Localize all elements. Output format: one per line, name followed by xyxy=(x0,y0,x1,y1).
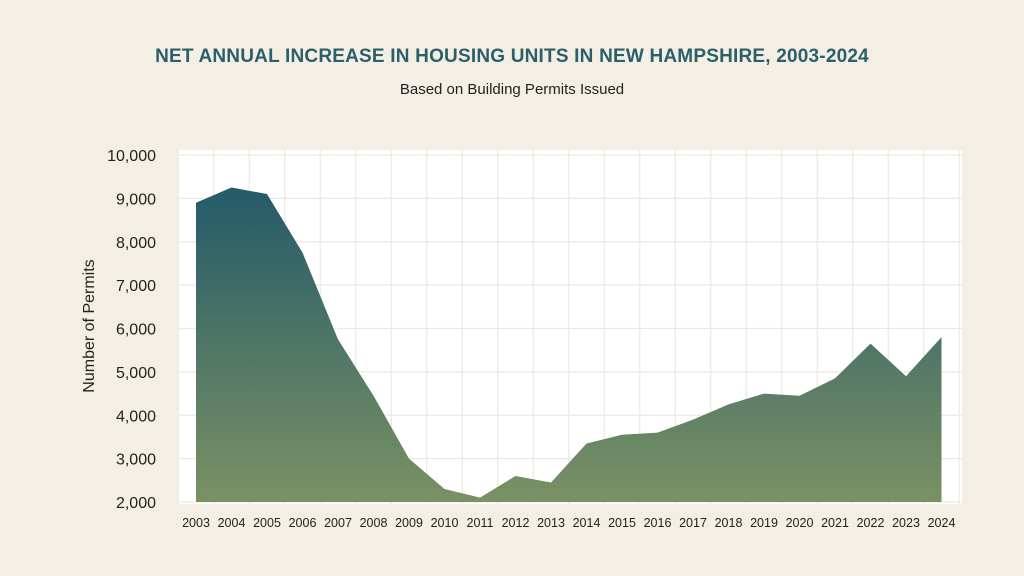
x-tick-label: 2020 xyxy=(786,516,814,530)
x-axis-ticks: 2003 2004 2005 2006 2007 2008 2009 2010 2011 2012… xyxy=(182,516,955,530)
x-tick-label: 2009 xyxy=(395,516,423,530)
y-tick-label: 3,000 xyxy=(116,452,156,469)
x-tick-label: 2006 xyxy=(289,516,317,530)
x-tick-label: 2005 xyxy=(253,516,281,530)
y-tick-label: 5,000 xyxy=(116,365,156,382)
x-tick-label: 2022 xyxy=(857,516,885,530)
y-axis-ticks: 2,000 3,000 4,000 5,000 6,000 7,000 8,000 9,000… xyxy=(107,148,156,512)
x-tick-label: 2017 xyxy=(679,516,707,530)
x-tick-label: 2023 xyxy=(892,516,920,530)
x-tick-label: 2016 xyxy=(644,516,672,530)
x-tick-label: 2003 xyxy=(182,516,210,530)
x-tick-label: 2008 xyxy=(360,516,388,530)
x-tick-label: 2014 xyxy=(573,516,601,530)
x-tick-label: 2013 xyxy=(537,516,565,530)
y-tick-label: 6,000 xyxy=(116,322,156,339)
y-tick-label: 9,000 xyxy=(116,191,156,208)
chart-subtitle: Based on Building Permits Issued xyxy=(399,81,625,98)
x-tick-label: 2024 xyxy=(928,516,956,530)
y-tick-label: 2,000 xyxy=(116,495,156,512)
x-tick-label: 2004 xyxy=(218,516,246,530)
y-axis-label: Number of Permits xyxy=(81,259,98,392)
chart-title: NET ANNUAL INCREASE IN HOUSING UNITS IN … xyxy=(155,46,869,67)
area-series xyxy=(196,187,942,502)
x-tick-label: 2015 xyxy=(608,516,636,530)
x-tick-label: 2012 xyxy=(502,516,530,530)
x-tick-label: 2019 xyxy=(750,516,778,530)
x-tick-label: 2021 xyxy=(821,516,849,530)
x-tick-label: 2018 xyxy=(715,516,743,530)
x-tick-label: 2007 xyxy=(324,516,352,530)
x-tick-label: 2010 xyxy=(431,516,459,530)
y-tick-label: 7,000 xyxy=(116,278,156,295)
y-tick-label: 10,000 xyxy=(107,148,156,165)
y-tick-label: 4,000 xyxy=(116,408,156,425)
y-tick-label: 8,000 xyxy=(116,235,156,252)
x-tick-label: 2011 xyxy=(467,516,494,530)
